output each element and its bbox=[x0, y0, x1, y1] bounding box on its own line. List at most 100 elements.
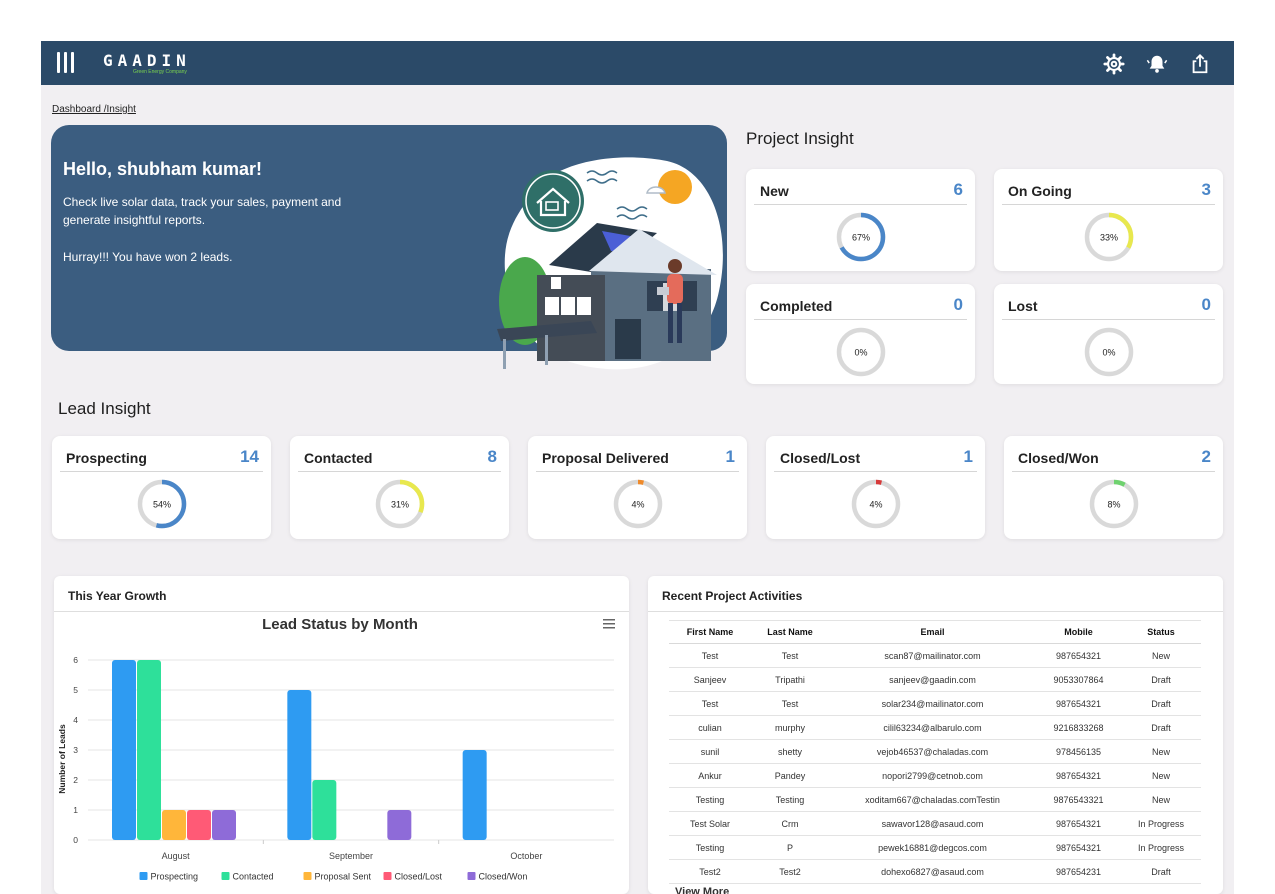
bar-closed-won bbox=[212, 810, 236, 840]
legend-swatch bbox=[303, 872, 312, 880]
project-card-ongoing[interactable]: On Going 3 33% bbox=[994, 169, 1223, 271]
table-cell: New bbox=[1121, 763, 1201, 788]
table-row[interactable]: culian murphy cilil63234@albarulo.com 92168… bbox=[669, 715, 1201, 740]
legend-label: Contacted bbox=[233, 872, 274, 882]
breadcrumb-dashboard[interactable]: Dashboard / bbox=[52, 104, 107, 115]
card-count: 0 bbox=[1201, 295, 1211, 314]
card-count: 14 bbox=[240, 447, 259, 466]
table-cell: vejob46537@chaladas.com bbox=[829, 739, 1036, 764]
table-cell: Draft bbox=[1121, 691, 1201, 716]
y-tick-label: 2 bbox=[73, 775, 78, 785]
bar-prospecting bbox=[462, 750, 487, 840]
table-row[interactable]: Testing Testing xoditam667@chaladas.comTes… bbox=[669, 787, 1201, 812]
table-row[interactable]: Test2 Test2 dohexo6827@asaud.com 987654231 D… bbox=[669, 859, 1201, 884]
card-count: 8 bbox=[487, 447, 497, 466]
card-header: On Going 3 bbox=[1002, 175, 1215, 205]
logo[interactable]: GAADIN Green Energy Company bbox=[103, 53, 191, 76]
table-cell: In Progress bbox=[1121, 811, 1201, 836]
table-cell: pewek16881@degcos.com bbox=[829, 835, 1036, 860]
legend-swatch bbox=[383, 872, 392, 880]
y-tick-label: 0 bbox=[73, 835, 78, 845]
table-cell: 987654321 bbox=[1036, 763, 1121, 788]
table-cell: Ankur bbox=[669, 763, 751, 788]
legend-swatch bbox=[467, 872, 476, 880]
bar-prospecting bbox=[112, 660, 136, 840]
card-label: Lost bbox=[1008, 298, 1038, 314]
card-label: Prospecting bbox=[66, 450, 147, 466]
lead-insight-title: Lead Insight bbox=[58, 399, 151, 418]
table-cell: 978456135 bbox=[1036, 739, 1121, 764]
table-cell: Draft bbox=[1121, 859, 1201, 884]
table-row[interactable]: Ankur Pandey nopori2799@cetnob.com 98765432… bbox=[669, 763, 1201, 788]
table-cell: 987654321 bbox=[1036, 691, 1121, 716]
gear-icon[interactable] bbox=[1103, 53, 1125, 75]
col-email[interactable]: Email bbox=[829, 620, 1036, 644]
col-mobile[interactable]: Mobile bbox=[1036, 620, 1121, 644]
card-label: On Going bbox=[1008, 183, 1072, 199]
y-tick-label: 5 bbox=[73, 685, 78, 695]
greeting: Hello, shubham kumar! bbox=[63, 159, 263, 179]
card-label: Proposal Delivered bbox=[542, 450, 669, 466]
lead-card-contacted[interactable]: Contacted 8 31% bbox=[290, 436, 509, 539]
table-cell: murphy bbox=[751, 715, 829, 740]
card-count: 1 bbox=[725, 447, 735, 466]
hamburger-icon[interactable] bbox=[603, 619, 615, 629]
lead-card-closed-lost[interactable]: Closed/Lost 1 4% bbox=[766, 436, 985, 539]
bar-contacted bbox=[312, 780, 337, 840]
project-card-completed[interactable]: Completed 0 0% bbox=[746, 284, 975, 384]
table-cell: Test2 bbox=[669, 859, 751, 884]
view-more-link[interactable]: View More bbox=[675, 886, 730, 894]
col-last-name[interactable]: Last Name bbox=[751, 620, 829, 644]
table-cell: culian bbox=[669, 715, 751, 740]
table-cell: Test bbox=[751, 643, 829, 668]
top-bar: GAADIN Green Energy Company bbox=[41, 41, 1234, 85]
progress-donut: 67% bbox=[836, 212, 885, 262]
bell-icon[interactable] bbox=[1146, 53, 1168, 75]
y-tick-label: 3 bbox=[73, 745, 78, 755]
card-header: Proposal Delivered 1 bbox=[536, 442, 739, 472]
y-tick-label: 1 bbox=[73, 805, 78, 815]
lead-card-proposal-delivered[interactable]: Proposal Delivered 1 4% bbox=[528, 436, 747, 539]
table-row[interactable]: Sanjeev Tripathi sanjeev@gaadin.com 9053307… bbox=[669, 667, 1201, 692]
table-cell: shetty bbox=[751, 739, 829, 764]
y-tick-label: 4 bbox=[73, 715, 78, 725]
donut-arc bbox=[836, 212, 885, 262]
progress-donut: 31% bbox=[375, 479, 424, 529]
donut-arc bbox=[613, 479, 662, 529]
card-label: Closed/Lost bbox=[780, 450, 861, 466]
donut-arc bbox=[851, 479, 900, 529]
col-first-name[interactable]: First Name bbox=[669, 620, 751, 644]
card-header: Lost 0 bbox=[1002, 290, 1215, 320]
col-status[interactable]: Status bbox=[1121, 620, 1201, 644]
donut-arc bbox=[1084, 212, 1133, 262]
brand-tagline: Green Energy Company bbox=[133, 69, 187, 75]
table-cell: Test Solar bbox=[669, 811, 751, 836]
activities-panel-title: Recent Project Activities bbox=[648, 576, 1223, 612]
donut-label: 67% bbox=[851, 233, 869, 243]
table-row[interactable]: Test Test solar234@mailinator.com 987654321… bbox=[669, 691, 1201, 716]
chart-title: Lead Status by Month bbox=[262, 616, 418, 633]
card-header: Closed/Won 2 bbox=[1012, 442, 1215, 472]
won-leads-message: Hurray!!! You have won 2 leads. bbox=[63, 250, 233, 264]
table-row[interactable]: Test Test scan87@mailinator.com 987654321 Ne… bbox=[669, 643, 1201, 668]
project-card-new[interactable]: New 6 67% bbox=[746, 169, 975, 271]
menu-icon[interactable] bbox=[57, 52, 75, 74]
table-row[interactable]: sunil shetty vejob46537@chaladas.com 978456… bbox=[669, 739, 1201, 764]
table-cell: sunil bbox=[669, 739, 751, 764]
lead-card-prospecting[interactable]: Prospecting 14 54% bbox=[52, 436, 271, 539]
table-row[interactable]: Test Solar Crm sawavor128@asaud.com 9876543… bbox=[669, 811, 1201, 836]
share-icon[interactable] bbox=[1189, 53, 1211, 75]
donut-label: 4% bbox=[631, 500, 644, 510]
table-cell: In Progress bbox=[1121, 835, 1201, 860]
activities-panel: Recent Project Activities First Name Las… bbox=[648, 576, 1223, 894]
lead-card-closed-won[interactable]: Closed/Won 2 8% bbox=[1004, 436, 1223, 539]
solar-house-illustration bbox=[497, 157, 723, 370]
project-card-lost[interactable]: Lost 0 0% bbox=[994, 284, 1223, 384]
table-cell: sanjeev@gaadin.com bbox=[829, 667, 1036, 692]
card-header: Prospecting 14 bbox=[60, 442, 263, 472]
progress-donut: 0% bbox=[836, 327, 885, 377]
breadcrumb-insight[interactable]: Insight bbox=[106, 104, 136, 115]
table-cell: scan87@mailinator.com bbox=[829, 643, 1036, 668]
legend-label: Closed/Lost bbox=[395, 872, 443, 882]
